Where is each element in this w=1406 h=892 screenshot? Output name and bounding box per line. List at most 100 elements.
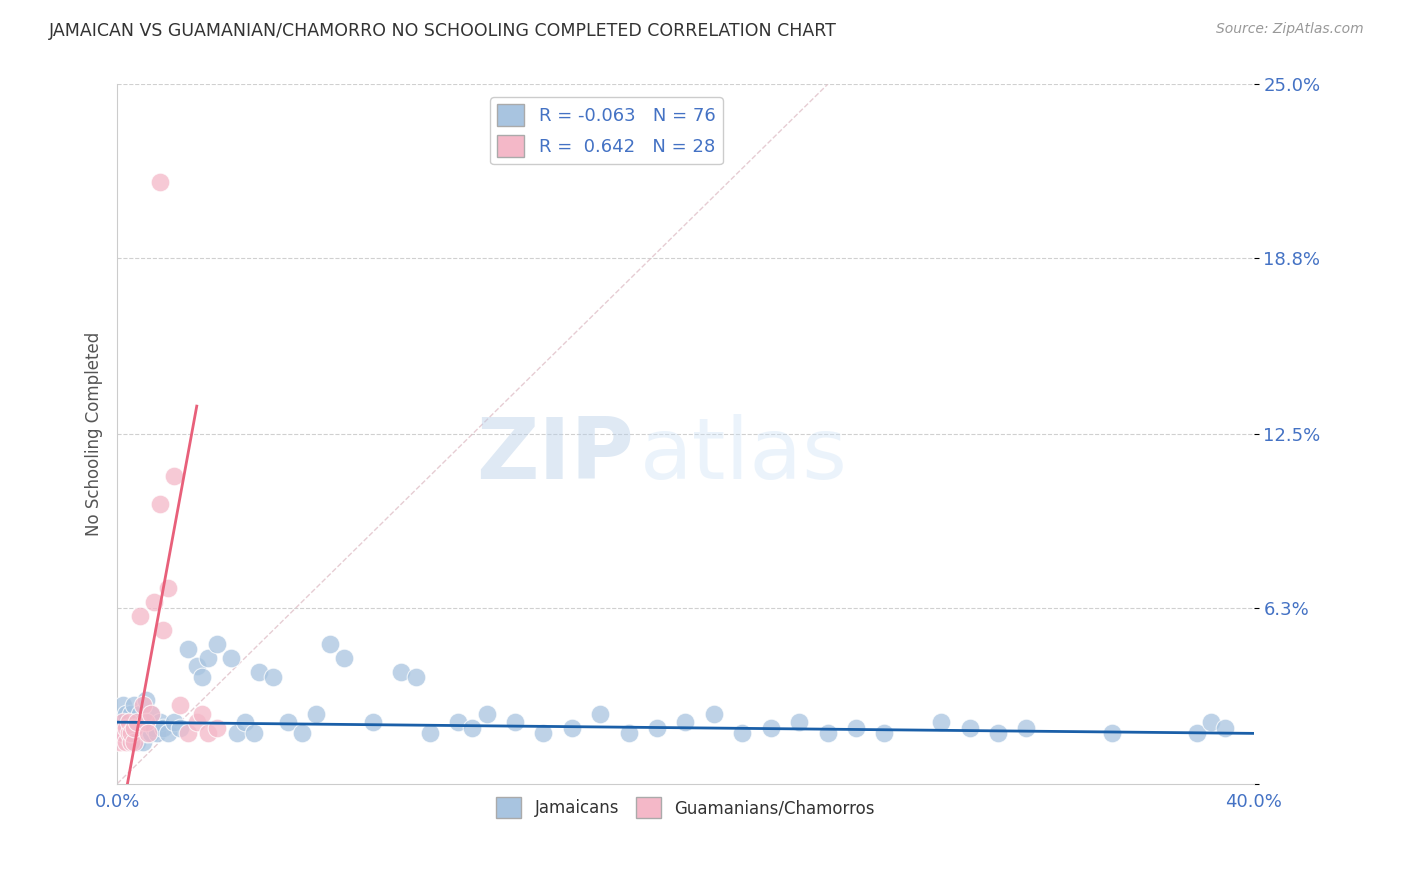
- Point: [277, 715, 299, 730]
- Point: [225, 726, 247, 740]
- Point: [114, 706, 136, 721]
- Point: [132, 698, 155, 713]
- Point: [149, 715, 172, 730]
- Point: [120, 706, 142, 721]
- Point: [191, 706, 214, 721]
- Point: [141, 726, 163, 740]
- Point: [120, 735, 142, 749]
- Point: [169, 721, 191, 735]
- Point: [389, 665, 412, 679]
- Point: [333, 651, 356, 665]
- Point: [111, 726, 134, 740]
- Point: [929, 715, 952, 730]
- Point: [177, 642, 200, 657]
- Point: [114, 721, 136, 735]
- Point: [138, 715, 160, 730]
- Point: [1015, 721, 1038, 735]
- Point: [157, 581, 180, 595]
- Point: [645, 721, 668, 735]
- Point: [205, 721, 228, 735]
- Point: [117, 726, 139, 740]
- Point: [186, 715, 208, 730]
- Point: [405, 670, 427, 684]
- Point: [149, 175, 172, 189]
- Point: [122, 726, 145, 740]
- Point: [531, 726, 554, 740]
- Point: [845, 721, 868, 735]
- Point: [141, 706, 163, 721]
- Point: [561, 721, 583, 735]
- Point: [129, 706, 152, 721]
- Point: [959, 721, 981, 735]
- Point: [191, 670, 214, 684]
- Point: [589, 706, 612, 721]
- Point: [149, 497, 172, 511]
- Point: [503, 715, 526, 730]
- Point: [703, 706, 725, 721]
- Point: [135, 693, 157, 707]
- Point: [111, 698, 134, 713]
- Point: [108, 735, 131, 749]
- Point: [675, 715, 697, 730]
- Point: [186, 659, 208, 673]
- Point: [461, 721, 484, 735]
- Legend: Jamaicans, Guamanians/Chamorros: Jamaicans, Guamanians/Chamorros: [489, 790, 882, 824]
- Point: [987, 726, 1010, 740]
- Point: [419, 726, 441, 740]
- Point: [120, 735, 142, 749]
- Point: [135, 726, 157, 740]
- Point: [129, 608, 152, 623]
- Point: [1213, 721, 1236, 735]
- Point: [169, 698, 191, 713]
- Point: [120, 721, 142, 735]
- Point: [247, 665, 270, 679]
- Point: [143, 721, 166, 735]
- Text: ZIP: ZIP: [477, 414, 634, 497]
- Point: [197, 726, 219, 740]
- Point: [122, 698, 145, 713]
- Point: [1199, 715, 1222, 730]
- Point: [305, 706, 328, 721]
- Point: [163, 469, 186, 483]
- Text: atlas: atlas: [640, 414, 848, 497]
- Point: [152, 623, 174, 637]
- Point: [135, 715, 157, 730]
- Point: [132, 735, 155, 749]
- Text: JAMAICAN VS GUAMANIAN/CHAMORRO NO SCHOOLING COMPLETED CORRELATION CHART: JAMAICAN VS GUAMANIAN/CHAMORRO NO SCHOOL…: [49, 22, 837, 40]
- Point: [114, 721, 136, 735]
- Point: [125, 721, 148, 735]
- Point: [152, 721, 174, 735]
- Point: [1185, 726, 1208, 740]
- Point: [146, 726, 169, 740]
- Point: [125, 715, 148, 730]
- Point: [141, 706, 163, 721]
- Point: [291, 726, 314, 740]
- Point: [125, 735, 148, 749]
- Point: [197, 651, 219, 665]
- Text: Source: ZipAtlas.com: Source: ZipAtlas.com: [1216, 22, 1364, 37]
- Point: [1101, 726, 1123, 740]
- Point: [447, 715, 470, 730]
- Point: [262, 670, 284, 684]
- Point: [787, 715, 810, 730]
- Point: [117, 715, 139, 730]
- Point: [111, 715, 134, 730]
- Point: [111, 726, 134, 740]
- Point: [817, 726, 839, 740]
- Point: [117, 715, 139, 730]
- Point: [319, 637, 342, 651]
- Point: [759, 721, 782, 735]
- Point: [242, 726, 264, 740]
- Point: [122, 721, 145, 735]
- Point: [120, 726, 142, 740]
- Point: [361, 715, 384, 730]
- Point: [117, 726, 139, 740]
- Point: [205, 637, 228, 651]
- Point: [475, 706, 498, 721]
- Point: [114, 735, 136, 749]
- Point: [177, 726, 200, 740]
- Point: [617, 726, 640, 740]
- Point: [122, 715, 145, 730]
- Point: [138, 726, 160, 740]
- Point: [132, 715, 155, 730]
